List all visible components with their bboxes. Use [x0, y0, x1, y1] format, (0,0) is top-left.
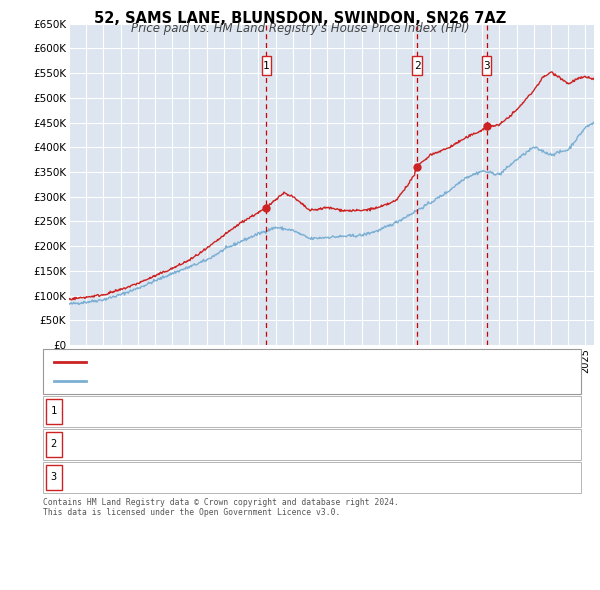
- Text: £277,500: £277,500: [294, 407, 344, 416]
- FancyBboxPatch shape: [412, 56, 422, 75]
- Text: 2: 2: [414, 61, 421, 71]
- Text: £361,000: £361,000: [294, 440, 344, 449]
- Text: 1: 1: [263, 61, 270, 71]
- Text: 09-APR-2019: 09-APR-2019: [105, 473, 173, 482]
- Text: 19% ↑ HPI: 19% ↑ HPI: [435, 473, 491, 482]
- Text: 3: 3: [50, 473, 57, 482]
- Text: 25% ↑ HPI: 25% ↑ HPI: [435, 440, 491, 449]
- Text: Price paid vs. HM Land Registry's House Price Index (HPI): Price paid vs. HM Land Registry's House …: [131, 22, 469, 35]
- Text: 52, SAMS LANE, BLUNSDON, SWINDON, SN26 7AZ (detached house): 52, SAMS LANE, BLUNSDON, SWINDON, SN26 7…: [92, 357, 439, 366]
- Text: 1: 1: [50, 407, 57, 416]
- Text: 25-MAR-2015: 25-MAR-2015: [105, 440, 173, 449]
- Text: £442,500: £442,500: [294, 473, 344, 482]
- Text: 52, SAMS LANE, BLUNSDON, SWINDON, SN26 7AZ: 52, SAMS LANE, BLUNSDON, SWINDON, SN26 7…: [94, 11, 506, 25]
- Text: Contains HM Land Registry data © Crown copyright and database right 2024.
This d: Contains HM Land Registry data © Crown c…: [43, 498, 399, 517]
- Text: 3: 3: [484, 61, 490, 71]
- Text: 12% ↑ HPI: 12% ↑ HPI: [435, 407, 491, 416]
- Text: 2: 2: [50, 440, 57, 449]
- Text: 23-JUN-2006: 23-JUN-2006: [105, 407, 173, 416]
- FancyBboxPatch shape: [262, 56, 271, 75]
- FancyBboxPatch shape: [482, 56, 491, 75]
- Text: HPI: Average price, detached house, Swindon: HPI: Average price, detached house, Swin…: [92, 376, 345, 386]
